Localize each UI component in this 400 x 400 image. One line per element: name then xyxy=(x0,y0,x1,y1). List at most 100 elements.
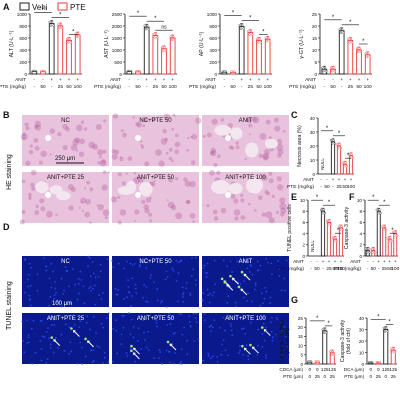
data-point xyxy=(160,46,164,49)
he-texture xyxy=(95,124,102,131)
he-texture xyxy=(274,125,281,132)
data-point xyxy=(374,251,377,254)
nucleus xyxy=(93,284,96,287)
nucleus xyxy=(284,289,286,292)
chart-5: 0 2 4 6 8 10 TUNEL positive cells NULL * * * ANITPT… xyxy=(277,195,345,272)
data-point xyxy=(385,228,388,232)
data-point xyxy=(322,331,326,334)
row-label: CDCA (μm) xyxy=(279,367,303,372)
y-tick-label: 25 xyxy=(298,316,304,321)
data-point xyxy=(372,247,375,250)
nucleus xyxy=(265,356,267,359)
nucleus xyxy=(60,277,63,280)
data-point xyxy=(335,143,339,146)
row-value-anit: + xyxy=(350,178,353,183)
nucleus xyxy=(143,331,146,334)
y-tick-label: 5 xyxy=(300,353,303,358)
sig-star: * xyxy=(232,11,235,17)
data-point xyxy=(332,66,335,69)
data-point xyxy=(383,225,386,228)
row-value-anit: + xyxy=(163,78,166,83)
he-texture xyxy=(234,216,239,221)
he-texture xyxy=(22,136,26,140)
row-value: 0 xyxy=(308,367,311,372)
he-tile-label: ANIT+PTE 50 xyxy=(137,175,175,181)
he-texture xyxy=(68,205,74,211)
nucleus xyxy=(224,349,227,352)
bar xyxy=(330,141,336,175)
nucleus xyxy=(171,267,174,270)
data-point xyxy=(162,49,165,52)
nucleus xyxy=(229,260,232,263)
he-texture xyxy=(139,139,143,143)
he-texture xyxy=(170,204,177,211)
data-point xyxy=(383,330,387,333)
data-point xyxy=(367,247,370,250)
sig-star: * xyxy=(372,195,375,201)
data-point xyxy=(342,31,345,34)
nucleus xyxy=(161,299,164,302)
data-point xyxy=(61,26,64,30)
nucleus xyxy=(228,316,230,319)
row-value-anit: - xyxy=(310,260,312,265)
nucleus xyxy=(50,324,53,326)
nucleus xyxy=(101,292,104,294)
nucleus xyxy=(253,288,256,291)
he-texture xyxy=(175,212,183,220)
nucleus xyxy=(138,315,141,318)
data-point xyxy=(379,212,382,215)
nucleus xyxy=(265,354,268,357)
nucleus xyxy=(194,317,197,319)
data-point xyxy=(143,24,146,27)
nucleus xyxy=(54,287,57,290)
row-value-pte: 50 xyxy=(256,84,262,90)
he-texture xyxy=(142,117,148,123)
nucleus xyxy=(29,304,32,307)
nucleus xyxy=(63,349,66,352)
nucleus xyxy=(165,349,168,352)
he-texture xyxy=(62,145,68,151)
data-point xyxy=(258,37,261,40)
nucleus xyxy=(254,282,257,285)
sig-star: * xyxy=(316,195,319,201)
row-value-pte: 25 xyxy=(58,84,64,90)
arrow-head xyxy=(243,273,247,277)
nucleus xyxy=(257,328,260,331)
data-point xyxy=(152,32,155,36)
nucleus xyxy=(129,333,132,336)
nucleus xyxy=(136,340,139,342)
row-value-pte: 25 xyxy=(336,184,342,190)
nucleus xyxy=(172,269,175,272)
tunel-tile-bg xyxy=(202,313,289,364)
sig-star: * xyxy=(262,29,265,35)
he-texture xyxy=(78,206,81,209)
he-texture xyxy=(277,149,284,155)
nucleus xyxy=(201,299,204,302)
nucleus xyxy=(49,316,52,319)
he-texture xyxy=(97,161,101,165)
row-value: 25 xyxy=(376,374,382,379)
nucleus xyxy=(249,321,252,324)
arrow-head xyxy=(243,347,247,351)
he-texture xyxy=(230,193,236,199)
he-texture xyxy=(189,180,196,188)
nucleus xyxy=(73,323,76,326)
nucleus xyxy=(202,359,205,362)
nucleus xyxy=(91,361,94,364)
row-value-pte: - xyxy=(310,267,312,272)
nucleus xyxy=(45,269,48,272)
data-point xyxy=(329,223,332,226)
row-value-pte: - xyxy=(146,85,148,90)
tunel-tile: ANIT+PTE 50 xyxy=(111,312,200,365)
data-point xyxy=(323,212,326,215)
row-value-anit: + xyxy=(145,78,148,83)
he-texture xyxy=(213,216,219,221)
data-point xyxy=(321,66,324,69)
he-texture xyxy=(277,184,284,191)
data-point xyxy=(358,47,361,50)
he-texture xyxy=(231,146,235,150)
nucleus xyxy=(52,318,55,321)
row-value-anit: + xyxy=(394,260,397,265)
